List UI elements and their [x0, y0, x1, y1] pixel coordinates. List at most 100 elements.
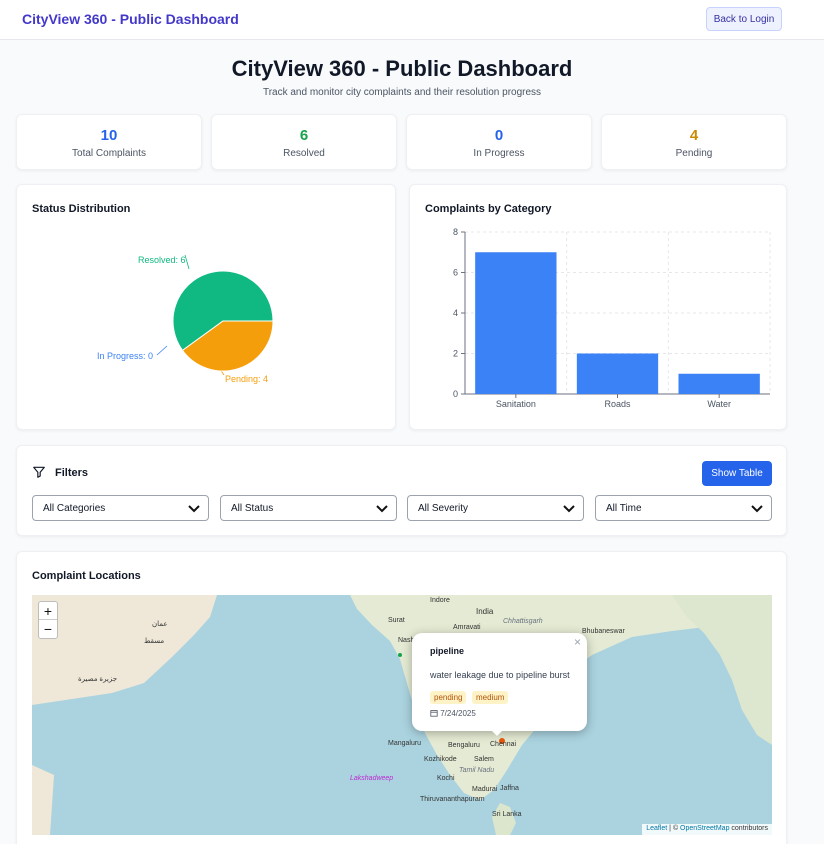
pie-slice-resolved	[172, 270, 274, 352]
calendar-icon	[430, 710, 438, 717]
severity-filter-select[interactable]: All Severity	[407, 495, 584, 521]
x-tick-label: Sanitation	[496, 399, 536, 409]
pending-label: Pending: 4	[225, 374, 268, 384]
status-distribution-card: Status Distribution Resolved: 6 In Progr…	[16, 184, 396, 430]
complaint-locations-title: Complaint Locations	[32, 570, 141, 582]
pie-slice-pending	[181, 320, 274, 372]
stat-value: 6	[299, 127, 309, 144]
stat-card-pending: 4 Pending	[601, 114, 787, 170]
map-label: Salem	[474, 756, 494, 763]
stat-card-in-progress: 0 In Progress	[406, 114, 592, 170]
map-label: Lakshadweep	[350, 775, 394, 782]
y-tick-label: 0	[453, 389, 458, 399]
status-filter-value: All Status	[231, 503, 274, 514]
y-tick-label: 8	[453, 227, 458, 237]
zoom-in-button[interactable]: +	[39, 602, 57, 620]
filter-icon	[33, 466, 45, 478]
complaint-locations-card: Complaint Locations Indore India Surat A…	[16, 551, 787, 844]
filters-title: Filters	[55, 467, 89, 479]
map-label: Sri Lanka	[492, 811, 522, 818]
map-label: Nashik	[398, 637, 420, 644]
back-to-login-button[interactable]: Back to Login	[706, 7, 782, 31]
bar-sanitation	[475, 252, 557, 394]
attribution-suffix: contributors	[729, 825, 768, 832]
zoom-control: + −	[38, 601, 58, 639]
category-filter-select[interactable]: All Categories	[32, 495, 209, 521]
map-label: Indore	[430, 597, 450, 604]
stat-card-total: 10 Total Complaints	[16, 114, 202, 170]
popup-date-value: 7/24/2025	[440, 709, 476, 718]
stat-label: Resolved	[283, 148, 325, 159]
category-bar-chart: 0 2 4 6 8 Sanitation Roads Water	[453, 227, 771, 409]
category-filter-value: All Categories	[43, 503, 106, 514]
severity-badge: medium	[472, 691, 509, 704]
popup-tip	[490, 729, 504, 736]
map-label: جزيرة مصيرة	[78, 676, 118, 683]
map-label: Amravati	[453, 624, 481, 631]
map-label: Chhattisgarh	[503, 618, 543, 625]
y-tick-label: 4	[453, 308, 458, 318]
osm-link[interactable]: OpenStreetMap	[680, 825, 730, 832]
category-chart-title: Complaints by Category	[425, 203, 552, 215]
filters-card: Filters Show Table All Categories All St…	[16, 445, 787, 536]
resolved-label: Resolved: 6	[138, 255, 186, 265]
stat-value: 0	[494, 127, 504, 144]
map-label: Thiruvananthapuram	[420, 796, 485, 803]
page-title: CityView 360 - Public Dashboard	[231, 56, 573, 81]
status-pie-chart: Resolved: 6 In Progress: 0 Pending: 4	[97, 254, 274, 384]
leaflet-link[interactable]: Leaflet	[646, 825, 668, 832]
map-label: Bhubaneswar	[582, 628, 625, 635]
map-label: India	[476, 607, 494, 616]
stat-label: Pending	[675, 148, 713, 159]
stat-value: 4	[689, 127, 699, 144]
stat-label: In Progress	[473, 148, 525, 159]
map-label: Madurai	[472, 786, 498, 793]
complaint-map[interactable]: Indore India Surat Amravati Chhattisgarh…	[32, 595, 772, 835]
y-tick-label: 6	[453, 268, 458, 278]
map-label: Kochi	[437, 775, 455, 782]
status-distribution-title: Status Distribution	[32, 203, 131, 215]
zoom-out-button[interactable]: −	[43, 621, 53, 637]
map-popup: × pipeline water leakage due to pipeline…	[412, 633, 587, 736]
map-label: Mangaluru	[388, 740, 422, 747]
bar-roads	[576, 353, 659, 394]
category-chart-card: Complaints by Category 0 2 4 6 8 Sanitation Ro…	[409, 184, 787, 430]
brand-title[interactable]: CityView 360 - Public Dashboard	[22, 11, 239, 27]
chevron-down-icon	[563, 505, 575, 513]
stat-label: Total Complaints	[72, 148, 146, 159]
in-progress-label-line	[156, 345, 168, 356]
stat-card-resolved: 6 Resolved	[211, 114, 397, 170]
chevron-down-icon	[188, 505, 200, 513]
show-table-button[interactable]: Show Table	[702, 461, 772, 486]
status-badge: pending	[430, 691, 467, 704]
chevron-down-icon	[376, 505, 388, 513]
map-label: Jaffna	[500, 785, 519, 792]
y-tick-label: 2	[453, 349, 458, 359]
map-tiles	[32, 595, 772, 835]
popup-description: water leakage due to pipeline burst	[430, 670, 570, 680]
popup-date: 7/24/2025	[430, 709, 476, 718]
status-filter-select[interactable]: All Status	[220, 495, 397, 521]
map-label: Bengaluru	[448, 742, 480, 749]
time-filter-value: All Time	[606, 503, 642, 514]
map-label: Surat	[388, 617, 405, 624]
top-bar: CityView 360 - Public Dashboard Back to …	[0, 0, 824, 40]
chevron-down-icon	[751, 505, 763, 513]
resolved-label-line	[184, 254, 190, 270]
map-label: Kozhikode	[424, 756, 457, 763]
attribution-separator: | ©	[667, 825, 681, 832]
time-filter-select[interactable]: All Time	[595, 495, 772, 521]
close-icon[interactable]: ×	[573, 635, 581, 649]
map-label: Tamil Nadu	[459, 767, 495, 774]
stat-value: 10	[100, 127, 118, 144]
map-label: Chennai	[490, 741, 517, 748]
bar-water	[678, 373, 760, 394]
page-subtitle: Track and monitor city complaints and th…	[262, 87, 542, 98]
map-label: عمان	[152, 621, 168, 628]
x-tick-label: Roads	[604, 399, 631, 409]
map-label: مسقط	[144, 638, 165, 645]
in-progress-label: In Progress: 0	[97, 351, 153, 361]
severity-filter-value: All Severity	[418, 503, 469, 514]
x-tick-label: Water	[707, 399, 731, 409]
map-attribution: Leaflet | © OpenStreetMap contributors	[642, 824, 772, 835]
